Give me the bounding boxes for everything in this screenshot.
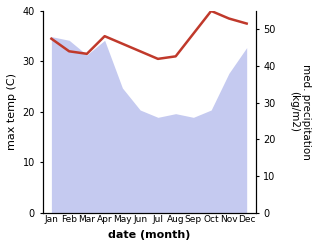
Y-axis label: med. precipitation
(kg/m2): med. precipitation (kg/m2) [289,64,311,160]
Y-axis label: max temp (C): max temp (C) [7,73,17,150]
X-axis label: date (month): date (month) [108,230,190,240]
